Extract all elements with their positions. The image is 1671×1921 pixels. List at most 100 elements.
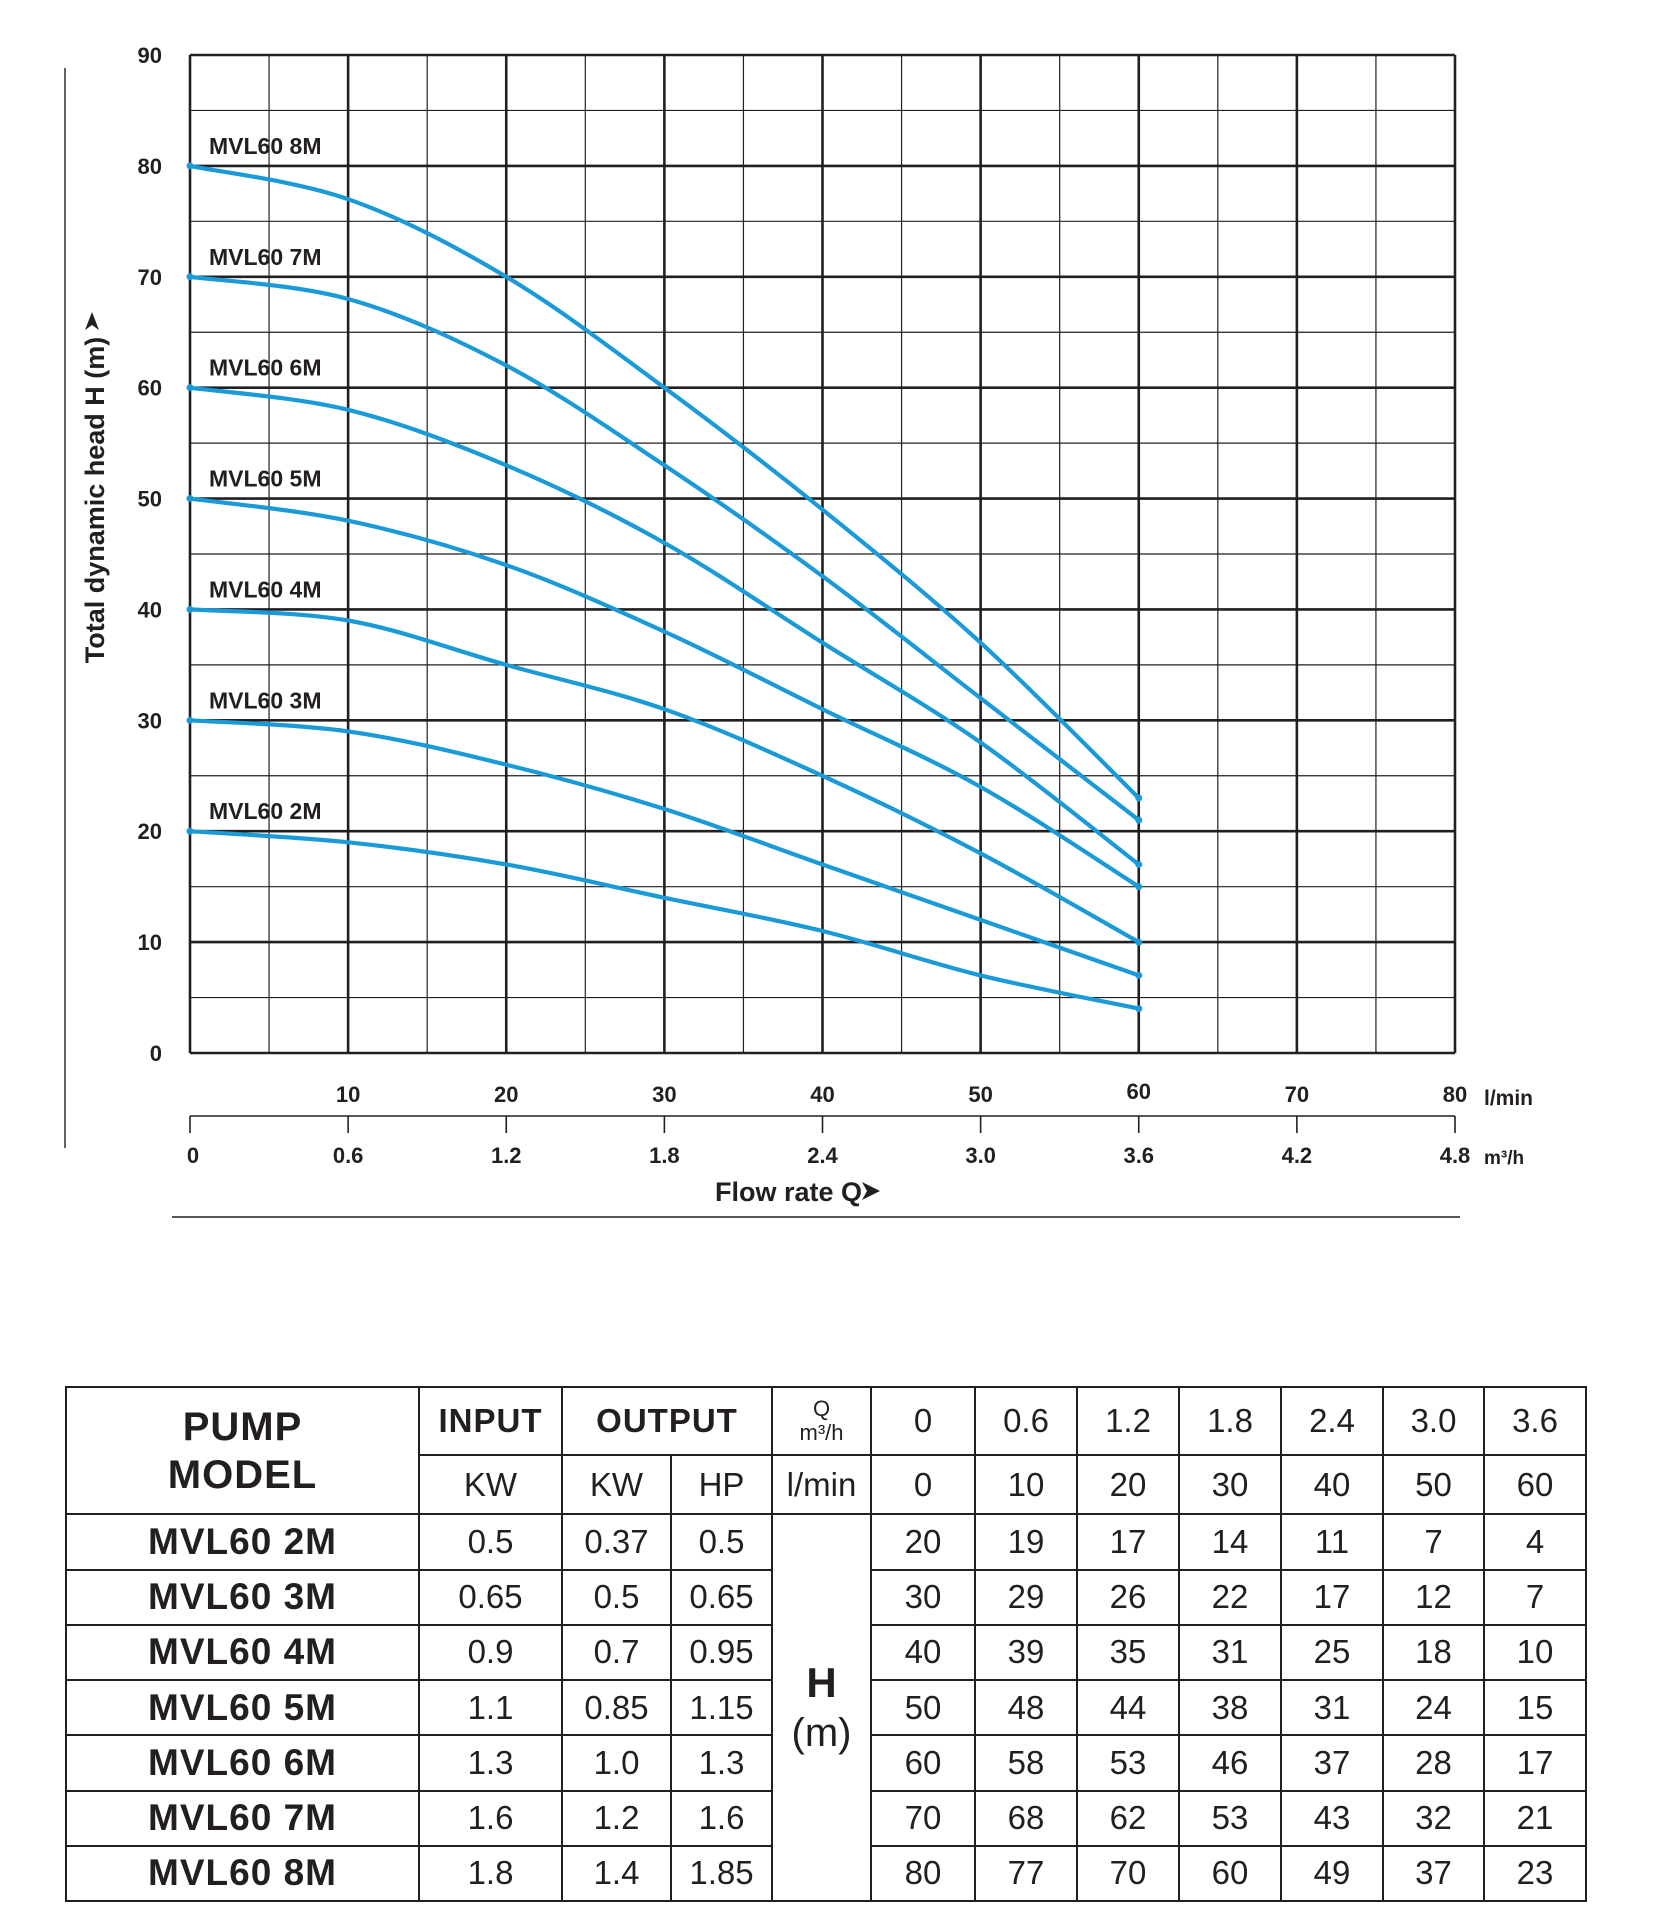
curve-point xyxy=(1135,794,1143,802)
q-m3h-2: 1.2 xyxy=(1076,1385,1181,1457)
x2-tick-label: 3.0 xyxy=(965,1143,996,1168)
head-value: 32 xyxy=(1382,1789,1486,1847)
curve-mvl60-5m xyxy=(187,496,1141,889)
output-header: OUTPUT xyxy=(560,1385,774,1457)
y-tick-label: 50 xyxy=(138,487,162,512)
y-arrow-icon xyxy=(85,312,99,330)
curve-mvl60-7m xyxy=(187,274,1141,823)
pump-header-line2: MODEL xyxy=(167,1452,318,1497)
curve-point xyxy=(186,605,194,613)
head-value: 22 xyxy=(1178,1568,1283,1626)
input-unit: KW xyxy=(418,1454,563,1516)
head-value: 23 xyxy=(1483,1844,1588,1903)
y-tick-label: 40 xyxy=(138,597,162,622)
x-axis-ticks-m3h: 0 0.6 1.2 1.8 2.4 3.0 3.6 4.2 4.8 xyxy=(187,1115,1470,1168)
head-value: 77 xyxy=(974,1844,1079,1903)
table-row: MVL60 6M 1.3 1.0 1.3 60 58 53 46 37 28 17 xyxy=(65,1734,1588,1792)
table-row: MVL60 5M 1.1 0.85 1.15 50 48 44 38 31 24 15 xyxy=(65,1679,1588,1737)
head-value: 19 xyxy=(974,1513,1079,1571)
x-tick-label: 30 xyxy=(652,1082,676,1107)
curve-point xyxy=(1135,938,1143,946)
head-value: 26 xyxy=(1076,1568,1181,1626)
curve-point xyxy=(1135,860,1143,868)
pump-spec-table: PUMP MODEL INPUT OUTPUT Q m³/h 0 0.6 1.2… xyxy=(65,1385,1588,1903)
y-axis-ticks: 0 10 20 30 40 50 60 70 80 90 xyxy=(138,43,162,1066)
curve-point xyxy=(1135,816,1143,824)
pump-model-header: PUMP MODEL xyxy=(65,1385,420,1516)
x-tick-label: 40 xyxy=(810,1082,834,1107)
q-lmin-0: 0 xyxy=(870,1454,977,1516)
curve-label: MVL60 7M xyxy=(209,244,321,270)
input-header: INPUT xyxy=(418,1385,563,1457)
output-hp: 1.3 xyxy=(669,1734,774,1792)
q-lmin-5: 50 xyxy=(1382,1454,1486,1516)
head-value: 7 xyxy=(1382,1513,1486,1571)
output-hp: 0.95 xyxy=(669,1623,774,1682)
head-value: 10 xyxy=(1483,1623,1588,1682)
y-tick-label: 30 xyxy=(138,708,162,733)
x-tick-label: 10 xyxy=(336,1082,360,1107)
curve-point xyxy=(186,273,194,281)
q-lmin-header: l/min xyxy=(771,1454,873,1516)
model-name: MVL60 5M xyxy=(65,1679,420,1737)
model-name: MVL60 3M xyxy=(65,1568,420,1626)
x2-tick-label: 3.6 xyxy=(1123,1143,1154,1168)
output-unit-kw: KW xyxy=(561,1454,672,1516)
q-label: Q xyxy=(812,1396,831,1422)
input-kw: 1.3 xyxy=(418,1734,563,1792)
x-arrow-icon xyxy=(862,1182,880,1200)
output-hp: 1.6 xyxy=(669,1789,774,1847)
model-name: MVL60 7M xyxy=(65,1789,420,1847)
head-value: 49 xyxy=(1280,1844,1385,1903)
head-value: 15 xyxy=(1483,1679,1588,1737)
head-value: 12 xyxy=(1382,1568,1486,1626)
pump-header-line1: PUMP xyxy=(182,1404,303,1449)
q-m3h-4: 2.4 xyxy=(1280,1385,1385,1457)
output-hp: 1.15 xyxy=(669,1679,774,1737)
head-value: 60 xyxy=(870,1734,977,1792)
x2-tick-label: 2.4 xyxy=(807,1143,838,1168)
x-tick-label: 60 xyxy=(1127,1079,1151,1104)
x2-tick-label: 4.2 xyxy=(1282,1143,1313,1168)
performance-curves xyxy=(186,162,1143,1013)
curve-point xyxy=(1135,883,1143,891)
y-tick-label: 80 xyxy=(138,154,162,179)
q-m3h-6: 3.6 xyxy=(1483,1385,1588,1457)
q-m3h-header: Q m³/h xyxy=(771,1385,873,1457)
output-kw: 0.5 xyxy=(561,1568,672,1626)
curve-label: MVL60 3M xyxy=(209,687,321,713)
curve-mvl60-4m xyxy=(187,607,1141,945)
y-tick-label: 20 xyxy=(138,819,162,844)
output-kw: 1.2 xyxy=(561,1789,672,1847)
head-value: 14 xyxy=(1178,1513,1283,1571)
head-value: 18 xyxy=(1382,1623,1486,1682)
head-label: H xyxy=(806,1658,837,1706)
y-tick-label: 90 xyxy=(138,43,162,68)
q-unit-m3h: m³/h xyxy=(799,1420,844,1446)
pump-curve-chart: MVL60 2M MVL60 3M MVL60 4M MVL60 5M MVL60 6M… xyxy=(64,43,1533,1218)
model-name: MVL60 4M xyxy=(65,1623,420,1682)
head-value: 25 xyxy=(1280,1623,1385,1682)
head-value: 40 xyxy=(870,1623,977,1682)
curve-label: MVL60 5M xyxy=(209,466,321,492)
q-m3h-5: 3.0 xyxy=(1382,1385,1486,1457)
output-hp: 0.65 xyxy=(669,1568,774,1626)
curve-mvl60-2m xyxy=(187,829,1141,1011)
y-tick-label: 0 xyxy=(150,1041,162,1066)
y-axis-label: Total dynamic head H (m) xyxy=(80,337,110,664)
head-value: 53 xyxy=(1178,1789,1283,1847)
input-kw: 1.1 xyxy=(418,1679,563,1737)
head-value: 70 xyxy=(870,1789,977,1847)
curve-label: MVL60 8M xyxy=(209,133,321,159)
q-m3h-0: 0 xyxy=(870,1385,977,1457)
head-value: 58 xyxy=(974,1734,1079,1792)
head-value: 53 xyxy=(1076,1734,1181,1792)
head-value: 31 xyxy=(1178,1623,1283,1682)
head-value: 29 xyxy=(974,1568,1079,1626)
curve-label: MVL60 6M xyxy=(209,355,321,381)
x-tick-label: 50 xyxy=(968,1082,992,1107)
input-kw: 0.9 xyxy=(418,1623,563,1682)
q-lmin-4: 40 xyxy=(1280,1454,1385,1516)
head-value: 17 xyxy=(1280,1568,1385,1626)
head-value: 62 xyxy=(1076,1789,1181,1847)
